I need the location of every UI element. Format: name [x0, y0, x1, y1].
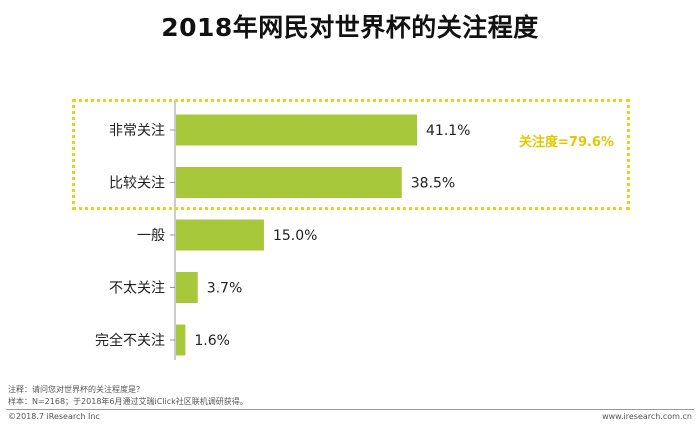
category-label: 比较关注 — [109, 176, 165, 192]
bar — [176, 272, 198, 303]
attention-annotation: 关注度=79.6% — [519, 135, 614, 150]
footer-copyright: ©2018.7 iResearch Inc — [8, 412, 100, 421]
value-label: 3.7% — [207, 281, 243, 297]
chart-title: 2018年网民对世界杯的关注程度 — [161, 13, 539, 42]
footer-divider — [6, 409, 694, 410]
attention-highlight-box — [72, 99, 630, 210]
category-label: 一般 — [137, 228, 165, 244]
value-label: 38.5% — [411, 176, 455, 192]
bar — [176, 324, 186, 356]
value-label: 1.6% — [194, 333, 230, 349]
category-label: 不太关注 — [109, 281, 165, 297]
bar — [176, 219, 264, 251]
footer-website: www.iresearch.com.cn — [602, 412, 692, 421]
bar — [176, 114, 417, 146]
note-question: 注释：请问您对世界杯的关注程度是？ — [8, 385, 144, 394]
category-label: 完全不关注 — [95, 332, 165, 349]
category-label: 非常关注 — [109, 123, 165, 139]
bar — [176, 167, 402, 198]
note-sample: 样本：N=2168；于2018年6月通过艾瑞iClick社区联机调研获得。 — [8, 397, 248, 406]
value-label: 41.1% — [426, 123, 470, 139]
value-label: 15.0% — [273, 228, 317, 244]
